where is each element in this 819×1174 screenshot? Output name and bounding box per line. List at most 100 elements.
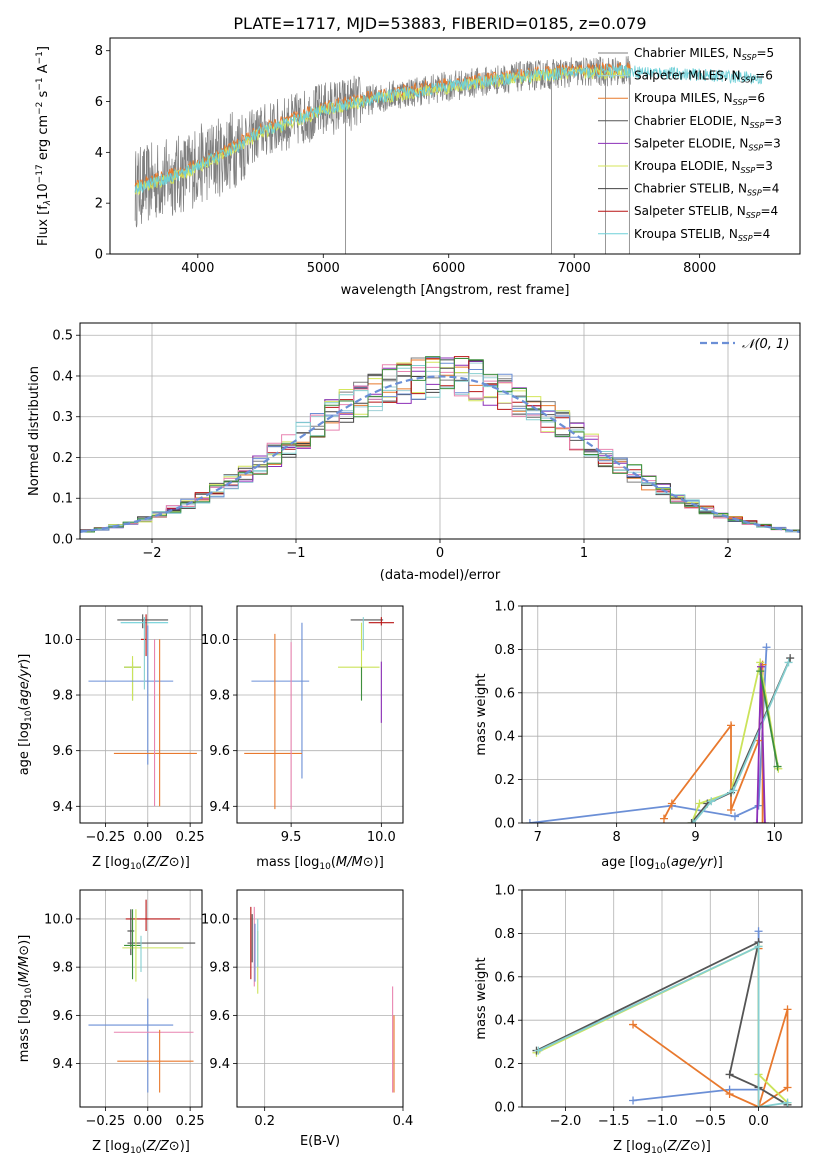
series-marker	[783, 1005, 792, 1014]
y-tick-label: 9.8	[52, 961, 73, 976]
x-tick-label: 7000	[558, 261, 591, 276]
legend-label: Kroupa STELIB, NSSP=4	[634, 227, 770, 243]
series-marker	[534, 1046, 543, 1055]
y-tick-label: 0	[95, 248, 103, 263]
x-axis-label: Z [log10(Z/Z⊙)]	[613, 1139, 711, 1156]
mass-weight-series	[632, 931, 760, 1102]
y-axis-label: mass [log10(M/M⊙)]	[17, 935, 34, 1063]
series-marker	[786, 654, 795, 663]
y-tick-label: 0.5	[52, 329, 73, 344]
mass-weight-vs-age: 7 8 9 10 0.0 0.2 0.4 0.6 0.8 1.0 age [log10(age/yr…	[474, 600, 803, 872]
series-marker	[687, 819, 696, 823]
x-tick-label: −1.5	[598, 1114, 630, 1129]
x-tick-label: 2	[724, 546, 732, 561]
plot-area	[88, 899, 196, 1093]
x-tick-label: 0.00	[133, 1114, 162, 1129]
series-marker	[754, 942, 763, 951]
y-tick-label: 0.0	[494, 1101, 515, 1116]
legend-label: Chabrier ELODIE, NSSP=3	[634, 114, 782, 130]
series-marker	[707, 797, 716, 806]
x-tick-label: −2	[142, 546, 161, 561]
plot-area	[134, 55, 763, 254]
model-line	[134, 63, 631, 194]
series-marker	[629, 1020, 638, 1029]
y-tick-label: 0.4	[494, 1014, 515, 1029]
x-tick-label: −1.0	[646, 1114, 678, 1129]
y-tick-label: 9.6	[52, 1009, 73, 1024]
x-tick-label: 8000	[683, 261, 716, 276]
axes-frame	[236, 889, 404, 1108]
y-axis-label: Normed distribution	[27, 366, 42, 496]
histogram-series	[80, 356, 800, 533]
x-axis-label: Z [log10(Z/Z⊙)]	[92, 1139, 190, 1156]
axes-frame	[79, 889, 203, 1108]
mass-weight-vs-Z: −2.0 −1.5 −1.0 −0.5 0.0 0.0 0.2 0.4 0.6 0.8 1.0 Z […	[474, 884, 803, 1156]
series-marker	[695, 799, 704, 808]
axes-frame	[109, 37, 801, 255]
y-tick-label: 4	[95, 146, 103, 161]
y-tick-label: 1.0	[494, 884, 515, 899]
plot-area	[525, 643, 795, 823]
series-marker	[525, 819, 534, 823]
x-axis-label: wavelength [Angstrom, rest frame]	[341, 283, 570, 298]
y-axis-label: Flux [fλ10−17 erg cm−2 s−1 A−1]	[35, 46, 53, 246]
mass-vs-Z: −0.25 0.00 0.25 9.4 9.6 9.8 10.0 Z [log10(Z/Z⊙)…	[17, 889, 205, 1156]
y-tick-label: 0.3	[52, 410, 73, 425]
legend-label: 𝒩(0, 1)	[742, 337, 789, 352]
x-tick-label: 0	[436, 546, 444, 561]
y-tick-label: 9.6	[209, 1009, 230, 1024]
x-axis-label: mass [log10(M/M⊙)]	[256, 855, 384, 872]
legend-label: Kroupa ELODIE, NSSP=3	[634, 159, 773, 175]
y-tick-label: 9.8	[209, 961, 230, 976]
series-marker	[758, 819, 767, 823]
series-marker	[754, 801, 763, 810]
y-tick-label: 1.0	[494, 600, 515, 615]
x-tick-label: −0.25	[85, 830, 125, 845]
plot-area	[532, 927, 792, 1107]
x-tick-label: 0.00	[133, 830, 162, 845]
y-tick-label: 9.4	[52, 1057, 73, 1072]
model-line	[624, 65, 763, 85]
series-marker	[730, 812, 739, 821]
legend-label: Salpeter MILES, NSSP=6	[634, 69, 773, 85]
series-marker	[667, 799, 676, 808]
spectrum-panel: 4000 5000 6000 7000 8000 0 2 4 6 8 wavelength [Ang…	[35, 37, 801, 298]
y-tick-label: 10.0	[201, 633, 230, 648]
series-marker	[689, 819, 698, 823]
x-axis-label: E(B-V)	[300, 1134, 340, 1149]
series-marker	[754, 927, 763, 936]
mass-weight-series	[690, 657, 792, 823]
series-marker	[784, 658, 793, 667]
x-tick-label: 10.0	[367, 830, 396, 845]
y-tick-label: 0.1	[52, 492, 73, 507]
axes-frame	[79, 605, 203, 824]
x-axis-label: age [log10(age/yr)]	[601, 855, 723, 872]
plot-area	[80, 356, 800, 533]
x-tick-label: 0.25	[176, 1114, 205, 1129]
x-tick-label: −2.0	[550, 1114, 582, 1129]
y-tick-label: 10.0	[44, 912, 73, 927]
x-tick-label: −1	[286, 546, 305, 561]
legend-label: Chabrier STELIB, NSSP=4	[634, 182, 779, 198]
y-tick-label: 0.2	[494, 773, 515, 788]
legend-label: Salpeter STELIB, NSSP=4	[634, 204, 778, 220]
x-tick-label: −0.5	[694, 1114, 726, 1129]
axes-frame	[521, 605, 803, 824]
series-marker	[629, 1096, 638, 1105]
y-tick-label: 9.4	[209, 1057, 230, 1072]
age-vs-Z: −0.25 0.00 0.25 9.4 9.6 9.8 10.0 Z [log10(Z/Z⊙)…	[17, 605, 205, 872]
y-tick-label: 0.0	[494, 817, 515, 832]
x-tick-label: 1	[580, 546, 588, 561]
y-tick-label: 8	[95, 44, 103, 59]
y-tick-label: 9.8	[52, 689, 73, 704]
series-marker	[725, 1070, 734, 1079]
x-tick-label: 7	[534, 830, 542, 845]
y-tick-label: 2	[95, 197, 103, 212]
mass-weight-series	[692, 662, 790, 823]
x-tick-label: 9.5	[281, 830, 302, 845]
series-marker	[783, 1083, 792, 1092]
plot-area	[88, 614, 197, 807]
x-tick-label: 5000	[307, 261, 340, 276]
x-tick-label: 0.25	[176, 830, 205, 845]
legend-label: Salpeter ELODIE, NSSP=3	[634, 136, 781, 152]
